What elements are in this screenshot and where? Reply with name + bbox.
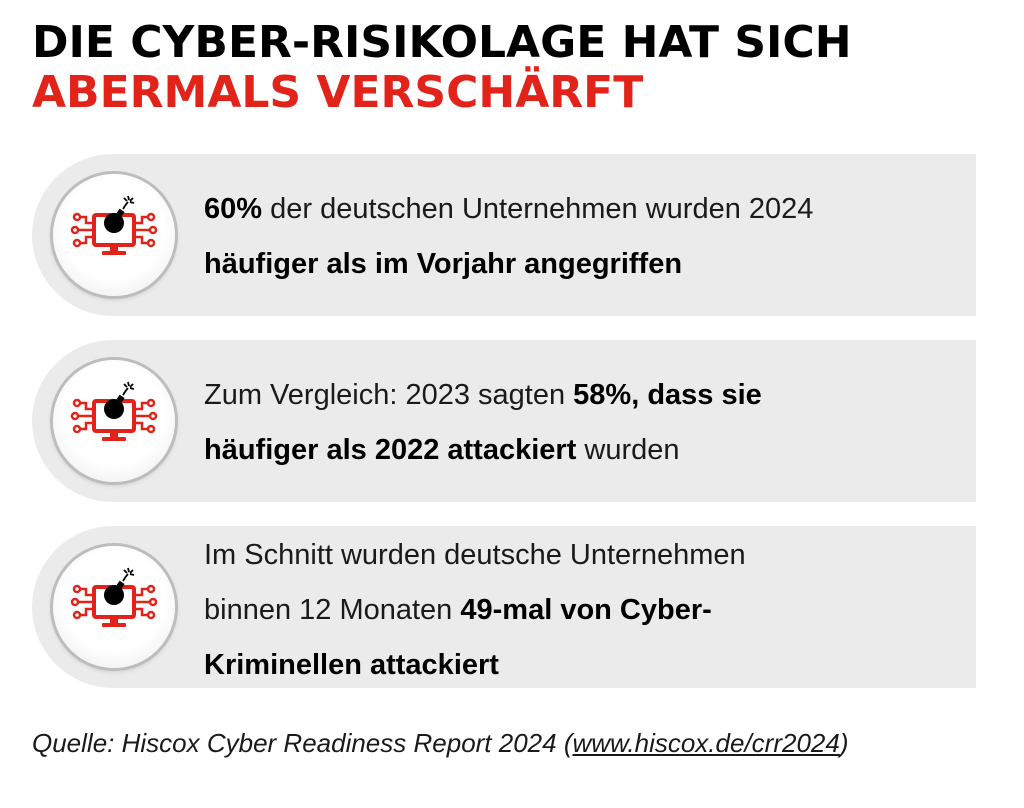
stat-text-part: binnen 12 Monaten [204, 594, 461, 626]
title-line-2: ABERMALS VERSCHÄRFT [32, 67, 644, 118]
bomb-monitor-icon [70, 567, 158, 627]
stat-highlight: 60% [204, 193, 263, 225]
stat-line: Im Schnitt wurden deutsche Unternehmen [204, 528, 956, 583]
stat-text-2: Zum Vergleich: 2023 sagten 58%, dass sie… [204, 368, 956, 478]
page-title: DIE CYBER-RISIKOLAGE HAT SICH ABERMALS V… [32, 18, 852, 118]
stat-highlight: Kriminellen attackiert [204, 649, 499, 681]
bomb-monitor-icon [70, 381, 158, 441]
stat-highlight: 49-mal von Cyber- [460, 594, 712, 626]
source-text: Quelle: Hiscox Cyber Readiness Report 20… [32, 728, 573, 758]
stat-line: binnen 12 Monaten 49-mal von Cyber- [204, 583, 956, 638]
stat-line: häufiger als 2022 attackiert wurden [204, 423, 956, 478]
stat-highlight: 58%, dass sie [573, 379, 762, 411]
stat-text-3: Im Schnitt wurden deutsche Unternehmen b… [204, 528, 956, 693]
stat-line: Kriminellen attackiert [204, 638, 956, 693]
stat-line: häufiger als im Vorjahr angegriffen [204, 237, 956, 292]
stat-card-2: Zum Vergleich: 2023 sagten 58%, dass sie… [32, 340, 976, 502]
stat-highlight: häufiger als im Vorjahr angegriffen [204, 248, 683, 280]
stat-highlight: häufiger als 2022 attackiert [204, 434, 577, 466]
icon-badge [53, 546, 175, 668]
stat-text-1: 60% der deutschen Unternehmen wurden 202… [204, 182, 956, 292]
stat-text-part: wurden [576, 434, 680, 466]
stat-line: Zum Vergleich: 2023 sagten 58%, dass sie [204, 368, 956, 423]
stat-line: 60% der deutschen Unternehmen wurden 202… [204, 182, 956, 237]
stat-text-part: der deutschen Unternehmen wurden 2024 [262, 193, 814, 225]
icon-badge [53, 360, 175, 482]
stat-card-1: 60% der deutschen Unternehmen wurden 202… [32, 154, 976, 316]
source-link[interactable]: www.hiscox.de/crr2024 [572, 728, 840, 758]
source-text-end: ) [839, 728, 849, 758]
stat-text-part: Zum Vergleich: 2023 sagten [204, 379, 574, 411]
icon-badge [53, 174, 175, 296]
stat-card-3: Im Schnitt wurden deutsche Unternehmen b… [32, 526, 976, 688]
bomb-monitor-icon [70, 195, 158, 255]
title-line-1: DIE CYBER-RISIKOLAGE HAT SICH [32, 17, 852, 68]
stat-text-part: Im Schnitt wurden deutsche Unternehmen [204, 539, 746, 571]
source-citation: Quelle: Hiscox Cyber Readiness Report 20… [32, 728, 849, 759]
